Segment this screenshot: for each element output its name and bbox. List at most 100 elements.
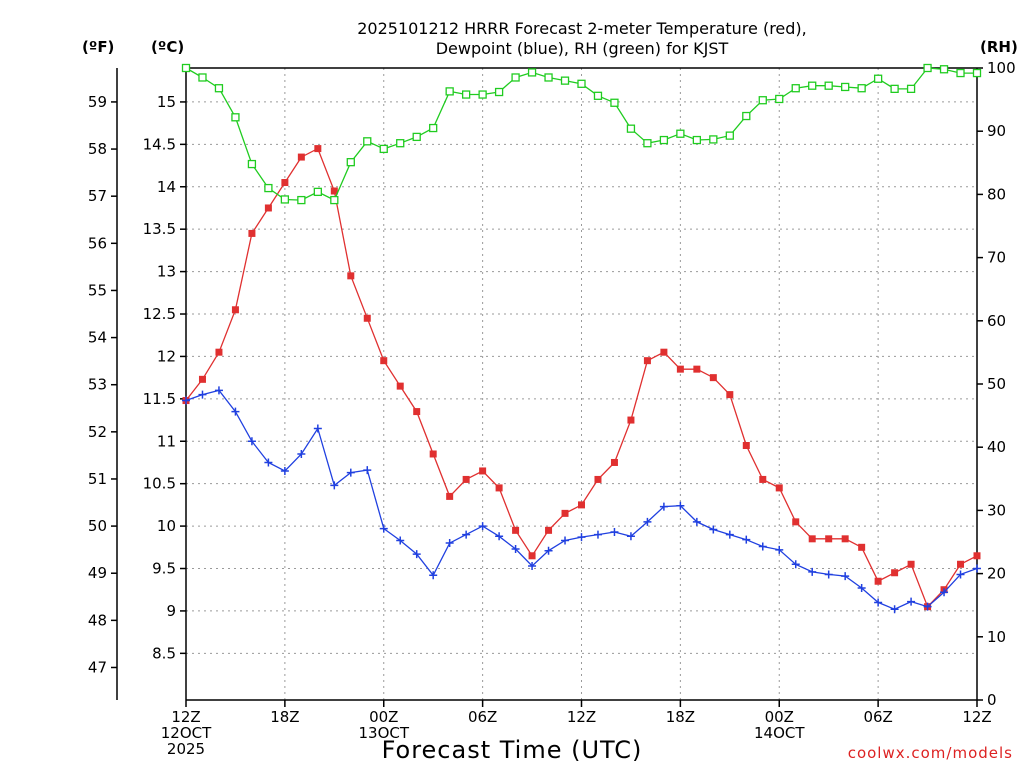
data-point-temperature <box>973 552 981 560</box>
data-point-temperature <box>198 375 206 383</box>
data-point-rh <box>808 81 817 90</box>
data-point-dewpoint <box>857 584 866 593</box>
data-point-temperature <box>330 187 338 195</box>
data-point-temperature <box>578 501 585 509</box>
celsius-tick-label: 12 <box>157 347 176 365</box>
data-point-temperature <box>363 314 371 322</box>
data-point-temperature <box>957 560 965 568</box>
data-point-rh <box>445 87 454 96</box>
fahrenheit-tick-label: 54 <box>88 329 107 347</box>
data-point-dewpoint <box>808 567 817 576</box>
data-point-dewpoint <box>379 524 388 533</box>
data-point-rh <box>610 98 619 107</box>
celsius-tick-label: 12.5 <box>143 305 176 323</box>
data-point-rh <box>593 91 603 100</box>
data-point-temperature <box>792 518 800 526</box>
data-point-dewpoint <box>940 588 949 597</box>
time-tick-label: 13OCT <box>358 724 409 742</box>
data-point-rh <box>478 90 487 99</box>
rh-tick-label: 30 <box>987 501 1006 519</box>
data-point-temperature <box>643 357 651 365</box>
data-point-dewpoint <box>198 390 207 399</box>
data-point-temperature <box>742 442 750 450</box>
data-point-dewpoint <box>363 466 372 475</box>
data-point-temperature <box>248 229 256 237</box>
data-point-rh <box>758 96 767 105</box>
data-point-dewpoint <box>412 550 421 559</box>
data-point-temperature <box>264 204 272 212</box>
celsius-tick-label: 15 <box>157 93 176 111</box>
celsius-tick-label: 13.5 <box>143 220 176 238</box>
data-point-temperature <box>858 543 866 551</box>
data-point-temperature <box>825 535 833 543</box>
fahrenheit-tick-label: 55 <box>88 281 107 299</box>
data-point-temperature <box>891 569 899 577</box>
data-point-rh <box>280 195 290 204</box>
data-point-rh <box>824 81 833 90</box>
data-point-rh <box>247 159 257 169</box>
data-point-dewpoint <box>478 522 487 531</box>
celsius-tick-label: 14.5 <box>143 135 176 153</box>
data-point-dewpoint <box>280 466 289 475</box>
data-point-temperature <box>808 535 816 543</box>
data-point-temperature <box>396 382 404 390</box>
data-point-dewpoint <box>725 530 734 539</box>
data-point-rh <box>379 144 388 154</box>
rh-tick-label: 50 <box>987 375 1006 393</box>
data-point-dewpoint <box>874 598 883 607</box>
data-point-rh <box>511 73 520 82</box>
data-point-temperature <box>231 306 239 314</box>
fahrenheit-tick-label: 58 <box>88 140 107 158</box>
data-point-temperature <box>545 526 553 534</box>
data-point-rh <box>725 131 734 140</box>
fahrenheit-unit-label: (ºF) <box>82 38 114 56</box>
data-point-dewpoint <box>692 517 701 526</box>
celsius-tick-label: 10.5 <box>143 475 176 493</box>
data-point-dewpoint <box>775 545 784 554</box>
data-point-rh <box>560 76 570 85</box>
fahrenheit-tick-label: 50 <box>88 517 107 535</box>
data-point-temperature <box>709 374 717 382</box>
data-point-dewpoint <box>429 571 438 580</box>
data-point-dewpoint <box>445 539 454 548</box>
axes <box>116 67 978 701</box>
data-point-rh <box>577 79 586 88</box>
data-point-dewpoint <box>791 560 800 569</box>
data-point-temperature <box>429 450 437 458</box>
data-point-temperature <box>676 365 684 373</box>
data-point-rh <box>626 124 636 133</box>
data-point-rh <box>643 139 652 148</box>
rh-tick-label: 70 <box>987 249 1006 267</box>
data-point-dewpoint <box>511 544 520 553</box>
data-point-dewpoint <box>758 542 767 551</box>
data-point-rh <box>972 68 982 78</box>
data-point-dewpoint <box>577 533 586 542</box>
data-point-dewpoint <box>214 386 223 395</box>
grid-lines <box>186 68 977 700</box>
plot-series <box>181 63 982 614</box>
celsius-tick-label: 8.5 <box>152 644 176 662</box>
data-point-rh <box>396 139 405 148</box>
time-tick-label: 12Z <box>567 708 596 726</box>
celsius-tick-label: 11 <box>157 432 176 450</box>
data-point-rh <box>363 137 372 146</box>
data-point-temperature <box>693 365 701 373</box>
data-point-rh <box>346 158 355 167</box>
data-point-temperature <box>446 492 454 500</box>
data-point-dewpoint <box>544 546 553 555</box>
data-point-dewpoint <box>643 517 652 526</box>
celsius-tick-label: 11.5 <box>143 390 176 408</box>
data-point-dewpoint <box>956 570 965 579</box>
data-point-rh <box>890 84 899 94</box>
data-point-rh <box>264 183 273 193</box>
data-point-dewpoint <box>676 501 685 510</box>
data-point-rh <box>181 63 191 73</box>
chart-title-line-1: 2025101212 HRRR Forecast 2-meter Tempera… <box>357 19 807 38</box>
rh-tick-label: 90 <box>987 122 1006 140</box>
celsius-axis: 8.5 9 9.5 10 10.5 11 11.5 12 12.5 13 13.5 14 14.5 15 <box>143 93 186 662</box>
celsius-tick-label: 14 <box>157 178 176 196</box>
data-point-dewpoint <box>396 536 405 545</box>
time-tick-label: 12Z <box>962 708 991 726</box>
data-point-rh <box>461 90 471 99</box>
data-point-rh <box>775 94 784 104</box>
